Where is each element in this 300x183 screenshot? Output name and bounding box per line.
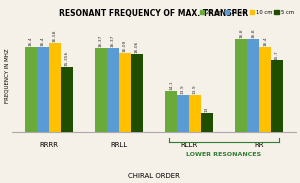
Text: 13.9: 13.9 — [181, 85, 185, 94]
Bar — [235, 39, 247, 132]
Bar — [189, 95, 201, 132]
Bar — [247, 39, 259, 132]
Bar — [131, 53, 143, 132]
Text: 15.7: 15.7 — [275, 50, 279, 59]
Bar — [119, 53, 131, 132]
X-axis label: CHIRAL ORDER: CHIRAL ORDER — [128, 173, 180, 179]
Text: 15.356: 15.356 — [64, 51, 69, 66]
Text: 16.37: 16.37 — [99, 34, 103, 46]
Text: 16.4: 16.4 — [263, 36, 267, 46]
Text: 14.1: 14.1 — [169, 81, 173, 91]
Bar — [95, 48, 107, 132]
Bar — [25, 47, 37, 132]
Text: 16.8: 16.8 — [251, 29, 255, 38]
Text: 16.58: 16.58 — [53, 30, 57, 42]
Bar — [37, 47, 49, 132]
Legend: 20 cm, 15 cm, 10 cm, 5 cm: 20 cm, 15 cm, 10 cm, 5 cm — [197, 8, 296, 17]
Text: 13: 13 — [205, 106, 209, 112]
Text: 16.37: 16.37 — [111, 34, 115, 46]
Bar — [61, 67, 73, 132]
Text: 16.8: 16.8 — [239, 29, 243, 38]
Text: 16.4: 16.4 — [41, 36, 45, 46]
Bar — [201, 113, 213, 132]
Title: RESONANT FREQUENCY OF MAX. TRANSFER: RESONANT FREQUENCY OF MAX. TRANSFER — [59, 9, 248, 18]
Text: 13.9: 13.9 — [193, 85, 197, 94]
Bar — [49, 43, 61, 132]
Bar — [107, 48, 119, 132]
Text: LOWER RESONANCES: LOWER RESONANCES — [187, 152, 262, 157]
Bar — [259, 47, 271, 132]
Bar — [165, 92, 177, 132]
Text: 16.09: 16.09 — [123, 40, 127, 52]
Text: 16.06: 16.06 — [135, 40, 139, 53]
Bar — [271, 61, 283, 132]
Y-axis label: FREQUENCY IN MHZ: FREQUENCY IN MHZ — [4, 49, 9, 103]
Text: 16.4: 16.4 — [29, 36, 33, 46]
Bar — [177, 95, 189, 132]
